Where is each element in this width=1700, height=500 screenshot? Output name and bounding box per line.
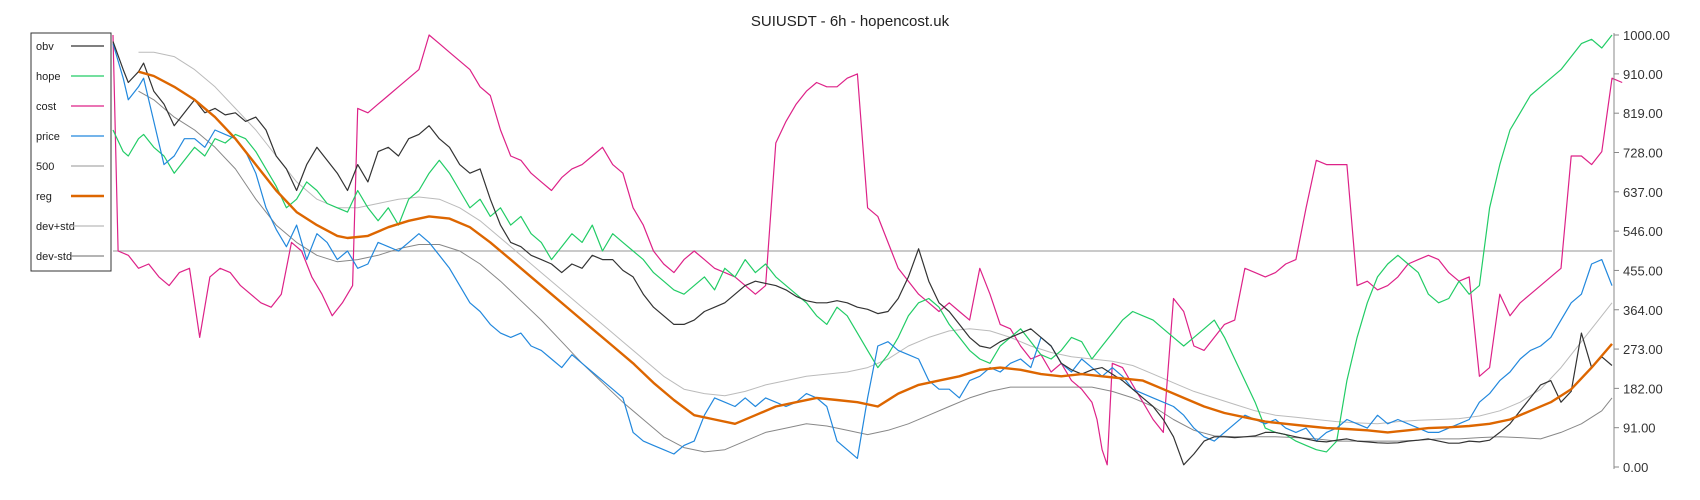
legend-label-dev-std: dev+std bbox=[36, 221, 75, 233]
y-tick-label: 182.00 bbox=[1623, 381, 1663, 396]
series-line-dev-std bbox=[138, 51, 1613, 425]
y-tick-label: 0.00 bbox=[1623, 460, 1648, 475]
legend: obv hope cost price 500 reg dev+std dev-std bbox=[30, 32, 112, 272]
y-tick-label: 455.00 bbox=[1623, 263, 1663, 278]
y-tick-label: 728.00 bbox=[1623, 146, 1663, 161]
legend-label-cost: cost bbox=[36, 101, 56, 113]
chart-title: SUIUSDT - 6h - hopencost.uk bbox=[751, 13, 950, 30]
legend-label-500: 500 bbox=[36, 161, 54, 173]
series-line-hope bbox=[112, 34, 1613, 453]
series-line-obv bbox=[112, 41, 1613, 466]
y-tick-label: 637.00 bbox=[1623, 185, 1663, 200]
legend-label-hope: hope bbox=[36, 71, 60, 83]
y-tick-label: 364.00 bbox=[1623, 303, 1663, 318]
series-line-price bbox=[112, 43, 1613, 459]
legend-label-obv: obv bbox=[36, 41, 54, 53]
y-axis: 0.00 91.00 182.00 273.00 364.00 455.00 546.00 6… bbox=[1613, 28, 1670, 475]
series-line-reg bbox=[138, 70, 1613, 434]
y-tick-label: 91.00 bbox=[1623, 421, 1656, 436]
series-line-dev-std bbox=[138, 90, 1613, 453]
legend-label-reg: reg bbox=[36, 191, 52, 203]
series-layer bbox=[112, 34, 1623, 466]
y-tick-label: 1000.00 bbox=[1623, 28, 1670, 43]
legend-label-dev-std: dev-std bbox=[36, 251, 72, 263]
y-tick-label: 273.00 bbox=[1623, 342, 1663, 357]
y-tick-label: 819.00 bbox=[1623, 106, 1663, 121]
legend-box bbox=[30, 32, 112, 272]
y-tick-label: 546.00 bbox=[1623, 224, 1663, 239]
series-line-cost bbox=[112, 34, 1623, 466]
y-tick-label: 910.00 bbox=[1623, 67, 1663, 82]
legend-label-price: price bbox=[36, 131, 60, 143]
